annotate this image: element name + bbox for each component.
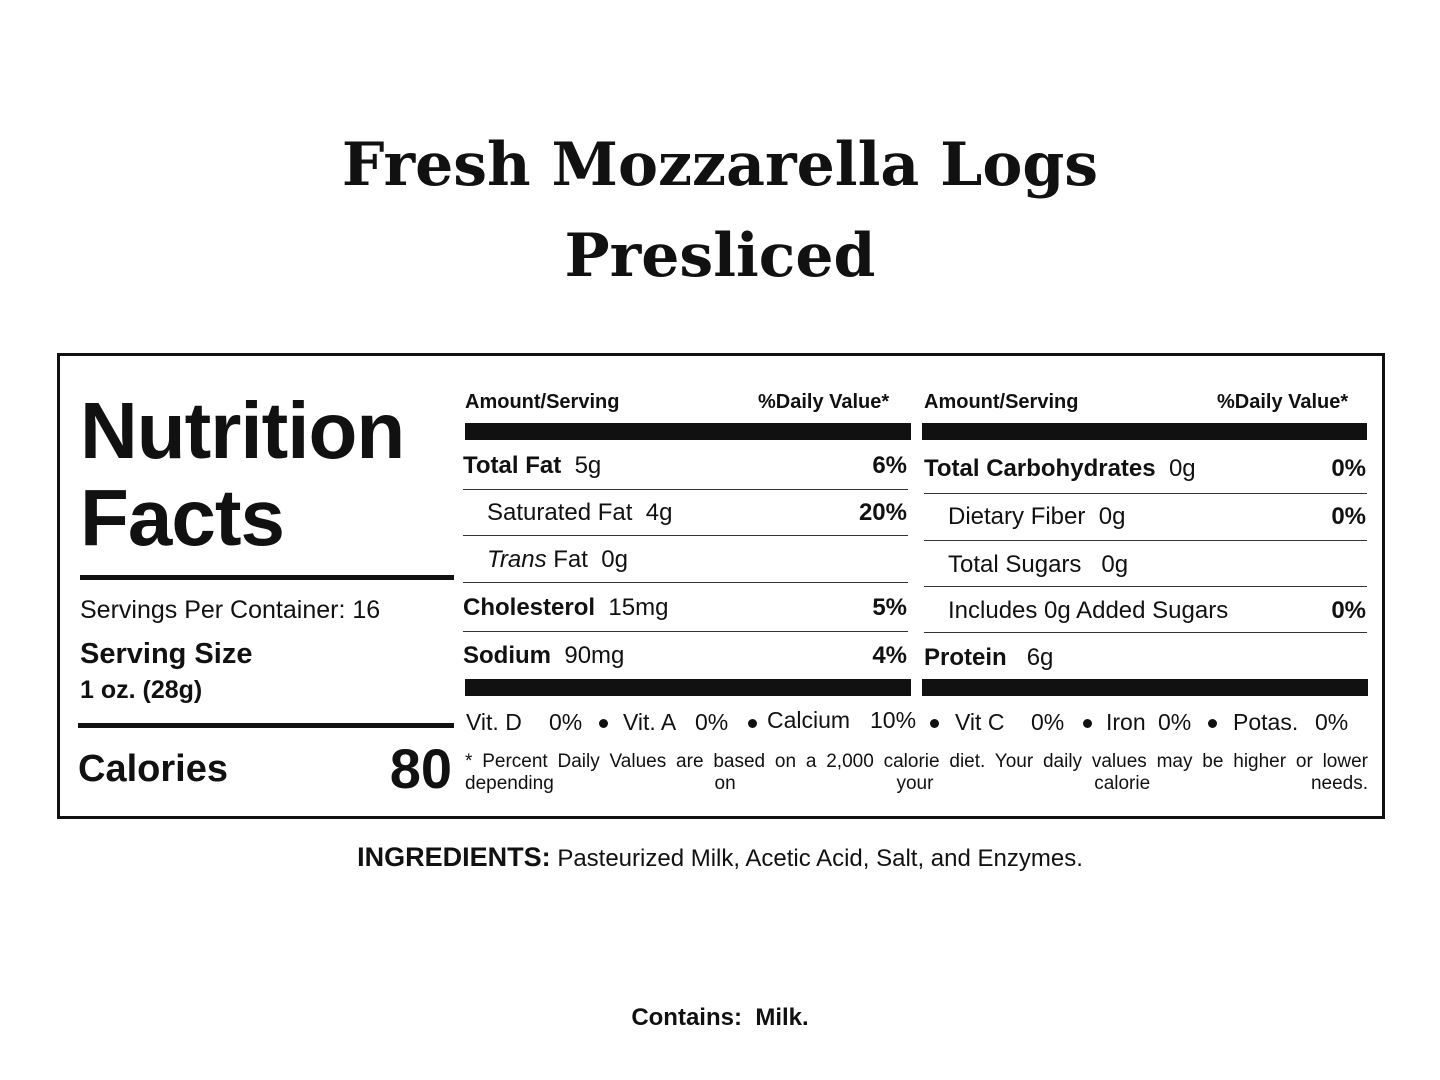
- potassium-value: 0%: [1315, 709, 1349, 735]
- nutrient-amount: 6g: [1026, 644, 1054, 671]
- serving-size-value: 1 oz. (28g): [80, 676, 203, 704]
- serving-size-label: Serving Size: [80, 638, 253, 670]
- nutrient-name: Cholesterol: [463, 594, 596, 621]
- vitamin-d-value: 0%: [549, 709, 583, 735]
- nutrient-row-trans-fat: Trans Fat 0g: [487, 546, 628, 574]
- row-divider: [463, 582, 908, 583]
- facts-heading: Facts: [80, 473, 285, 562]
- iron-label: Iron: [1106, 709, 1146, 735]
- nutrient-amount: 5g: [574, 452, 602, 479]
- nutrient-name: Protein: [924, 644, 1007, 671]
- product-title: Fresh Mozzarella Logs: [341, 130, 1099, 200]
- bullet-dot: [1083, 719, 1092, 728]
- vitamin-a-label: Vit. A: [623, 709, 677, 735]
- bullet-dot: [930, 719, 939, 728]
- calcium-label: Calcium: [767, 707, 851, 733]
- allergen-text: Milk.: [755, 1004, 809, 1031]
- nutrient-row-total-fat: Total Fat 5g: [463, 452, 601, 480]
- row-divider: [463, 535, 908, 536]
- nutrient-name: Total Carbohydrates: [924, 455, 1156, 482]
- row-divider: [924, 586, 1367, 587]
- calcium-value: 10%: [870, 707, 917, 733]
- nutrient-name: Includes 0g Added Sugars: [948, 597, 1229, 624]
- nutrient-amount: 90mg: [564, 642, 625, 669]
- nutrient-dv: 20%: [858, 499, 907, 526]
- nutrient-name: Dietary Fiber: [948, 503, 1086, 530]
- daily-value-footnote: * Percent Daily Values are based on a 2,…: [465, 751, 1368, 794]
- nutrient-dv: 5%: [872, 594, 907, 621]
- dv-header: %Daily Value*: [1217, 391, 1349, 413]
- nutrient-dv: 0%: [1331, 597, 1366, 624]
- nutrient-dv: 4%: [872, 642, 907, 669]
- row-divider: [463, 631, 908, 632]
- vitamin-d-label: Vit. D: [466, 709, 522, 735]
- divider-bar: [922, 679, 1368, 696]
- dv-header: %Daily Value*: [758, 391, 890, 413]
- servings-per-container: Servings Per Container: 16: [80, 596, 381, 624]
- allergen-line: Contains: Milk.: [0, 1004, 1440, 1032]
- divider-bar: [465, 679, 911, 696]
- nutrient-amount: 15mg: [608, 594, 669, 621]
- nutrient-name: Fat: [546, 546, 588, 573]
- bullet-dot: [599, 719, 608, 728]
- nutrient-name-italic: Trans: [487, 546, 547, 573]
- row-divider: [924, 632, 1367, 633]
- product-subtitle: Presliced: [564, 221, 876, 291]
- nutrient-amount: 0g: [1101, 551, 1129, 578]
- divider-thick: [80, 575, 454, 580]
- row-divider: [463, 489, 908, 490]
- allergen-label: Contains:: [631, 1004, 742, 1031]
- nutrient-name: Total Sugars: [948, 551, 1082, 578]
- bullet-dot: [1208, 719, 1217, 728]
- divider-thick: [78, 723, 454, 728]
- nutrient-amount: 0g: [601, 546, 628, 573]
- vitamin-a-value: 0%: [695, 709, 729, 735]
- bullet-dot: [748, 719, 757, 728]
- nutrient-amount: 0g: [1168, 455, 1196, 482]
- row-divider: [924, 493, 1367, 494]
- nutrient-row-dietary-fiber: Dietary Fiber 0g: [948, 503, 1125, 531]
- nutrient-row-cholesterol: Cholesterol 15mg: [463, 594, 668, 622]
- calories-label: Calories: [78, 748, 228, 790]
- nutrient-row-added-sugars: Includes 0g Added Sugars: [948, 597, 1228, 625]
- amount-header: Amount/Serving: [465, 391, 620, 413]
- nutrition-facts-panel: Nutrition Facts Servings Per Container: …: [57, 353, 1385, 819]
- divider-bar: [922, 423, 1367, 440]
- nutrient-name: Total Fat: [463, 452, 562, 479]
- ingredients-line: INGREDIENTS: Pasteurized Milk, Acetic Ac…: [0, 842, 1440, 873]
- nutrient-dv: 0%: [1331, 503, 1366, 530]
- nutrient-amount: 0g: [1098, 503, 1126, 530]
- nutrient-name: Saturated Fat: [487, 499, 633, 526]
- calories-value: 80: [389, 737, 452, 800]
- amount-header: Amount/Serving: [924, 391, 1079, 413]
- nutrient-row-saturated-fat: Saturated Fat 4g: [487, 499, 672, 527]
- ingredients-text: Pasteurized Milk, Acetic Acid, Salt, and…: [557, 845, 1083, 872]
- row-divider: [924, 540, 1367, 541]
- divider-bar: [465, 423, 911, 440]
- nutrient-name: Sodium: [463, 642, 551, 669]
- nutrient-dv: 0%: [1331, 455, 1366, 482]
- vitamin-c-value: 0%: [1031, 709, 1065, 735]
- ingredients-label: INGREDIENTS:: [357, 842, 551, 872]
- vitamin-c-label: Vit C: [955, 709, 1005, 735]
- nutrient-row-protein: Protein 6g: [924, 644, 1053, 672]
- nutrient-row-sodium: Sodium 90mg: [463, 642, 624, 670]
- potassium-label: Potas.: [1233, 709, 1299, 735]
- nutrient-amount: 4g: [645, 499, 673, 526]
- nutrient-row-total-carbohydrates: Total Carbohydrates 0g: [924, 455, 1196, 483]
- nutrient-row-total-sugars: Total Sugars 0g: [948, 551, 1128, 579]
- iron-value: 0%: [1158, 709, 1192, 735]
- nutrient-dv: 6%: [872, 452, 907, 479]
- nutrition-heading: Nutrition: [80, 386, 405, 475]
